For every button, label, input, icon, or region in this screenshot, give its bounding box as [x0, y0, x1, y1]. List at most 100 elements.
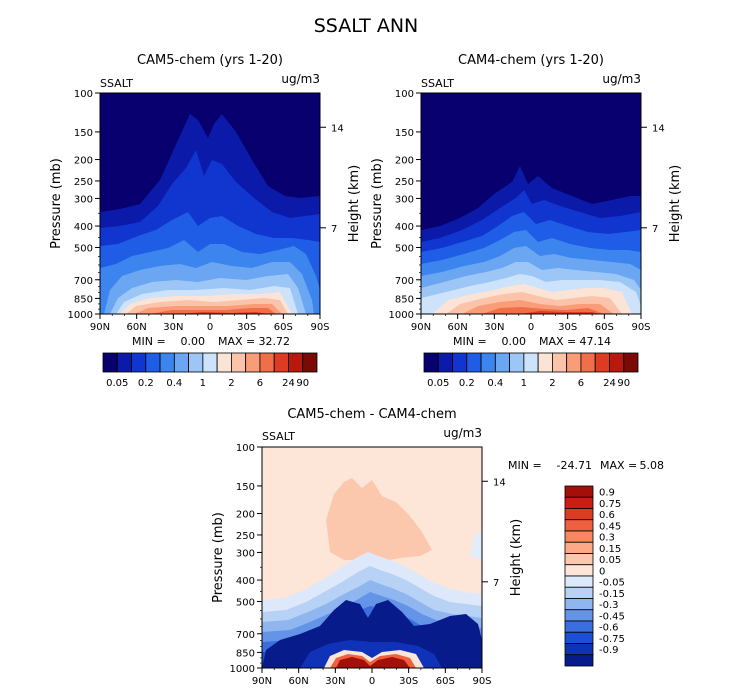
- colorbar-swatch: [216, 352, 232, 373]
- colorbar-label: 24: [282, 378, 295, 389]
- y-tick-label: 400: [395, 222, 414, 233]
- x-tick-label: 60S: [595, 322, 614, 333]
- colorbar-label: 90: [617, 378, 630, 389]
- y-tick-label: 400: [74, 222, 93, 233]
- colorbar-swatch: [609, 352, 625, 373]
- y-tick-label: 200: [395, 156, 414, 167]
- colorbar-swatch: [580, 352, 596, 373]
- variable-label: SSALT: [421, 77, 454, 90]
- colorbar-swatch: [623, 352, 639, 373]
- max-value: 5.08: [640, 459, 665, 472]
- y2-axis-title: Height (km): [509, 519, 524, 596]
- colorbar-swatch: [564, 654, 594, 667]
- variable-label: SSALT: [100, 77, 133, 90]
- y-tick-label: 150: [236, 482, 255, 493]
- colorbar-swatch: [564, 609, 594, 622]
- colorbar-label: 0.9: [599, 488, 615, 499]
- colorbar-label: 0.3: [599, 533, 615, 544]
- x-tick-label: 60S: [274, 322, 293, 333]
- colorbar-swatch: [564, 575, 594, 588]
- x-tick-label: 90S: [310, 322, 329, 333]
- y-tick-label: 250: [395, 177, 414, 188]
- panel-title: CAM5-chem (yrs 1-20): [137, 53, 283, 68]
- colorbar-swatch: [423, 352, 439, 373]
- x-tick-label: 60N: [127, 322, 147, 333]
- y-tick-label: 500: [395, 243, 414, 254]
- colorbar-label: 24: [603, 378, 616, 389]
- contour-field: [262, 447, 482, 668]
- min-value: 0.00: [181, 335, 206, 348]
- colorbar-swatch: [145, 352, 161, 373]
- y-axis-title: Pressure (mb): [49, 158, 64, 249]
- y2-tick-label: 14: [331, 123, 344, 134]
- colorbar-swatch: [564, 541, 594, 554]
- y-tick-label: 300: [74, 194, 93, 205]
- colorbar-swatch: [202, 352, 218, 373]
- colorbar-label: 0.05: [106, 378, 128, 389]
- y2-tick-label: 14: [493, 477, 506, 488]
- colorbar-swatch: [452, 352, 468, 373]
- x-tick-label: 90N: [411, 322, 431, 333]
- colorbar-label: -0.6: [599, 623, 619, 634]
- panel-cam5: CAM5-chem (yrs 1-20) SSALT ug/m3 MIN = 0…: [99, 53, 321, 348]
- x-tick-label: 0: [369, 676, 375, 687]
- colorbar-swatch: [302, 352, 318, 373]
- colorbar-label: 6: [257, 378, 263, 389]
- x-tick-label: 30N: [484, 322, 504, 333]
- colorbar-swatch: [230, 352, 247, 373]
- y-tick-label: 150: [395, 128, 414, 139]
- x-tick-label: 30N: [325, 676, 345, 687]
- y-tick-label: 1000: [68, 310, 93, 321]
- y-tick-label: 300: [236, 548, 255, 559]
- colorbar-swatch: [566, 352, 582, 373]
- min-label: MIN =: [508, 459, 542, 472]
- y-tick-label: 200: [74, 156, 93, 167]
- colorbar-swatch: [173, 352, 189, 373]
- y-tick-label: 250: [74, 177, 93, 188]
- y-tick-label: 500: [236, 597, 255, 608]
- x-tick-label: 90S: [472, 676, 491, 687]
- x-tick-label: 90N: [252, 676, 272, 687]
- colorbar-label: 0: [599, 566, 605, 577]
- colorbar-label: 0.2: [459, 378, 475, 389]
- colorbar-swatch: [537, 352, 553, 373]
- min-value: 0.00: [502, 335, 527, 348]
- x-tick-label: 30S: [399, 676, 418, 687]
- y-tick-label: 100: [74, 89, 93, 100]
- y-tick-label: 1000: [230, 664, 255, 675]
- y-tick-label: 1000: [389, 310, 414, 321]
- colorbar-swatch: [494, 352, 511, 373]
- y-tick-label: 850: [236, 648, 255, 659]
- colorbar-swatch: [564, 519, 594, 532]
- y-tick-label: 250: [236, 531, 255, 542]
- colorbar-label: -0.3: [599, 600, 619, 611]
- panel-title: CAM5-chem - CAM4-chem: [287, 407, 456, 422]
- colorbar-swatch: [564, 553, 594, 566]
- variable-label: SSALT: [262, 430, 295, 443]
- colorbar-label: 0.4: [487, 378, 503, 389]
- y2-axis-title: Height (km): [347, 165, 362, 242]
- min-label: MIN =: [132, 335, 166, 348]
- y-tick-label: 700: [236, 630, 255, 641]
- max-label: MAX =: [218, 335, 255, 348]
- y-tick-label: 700: [395, 276, 414, 287]
- colorbar-label: 2: [549, 378, 555, 389]
- min-value: -24.71: [557, 459, 592, 472]
- colorbar-label: 0.2: [138, 378, 154, 389]
- colorbar-swatch: [564, 620, 594, 633]
- y-tick-label: 150: [74, 128, 93, 139]
- colorbar-swatch: [564, 485, 594, 498]
- colorbar-swatch: [159, 352, 175, 373]
- colorbar-swatch: [523, 352, 539, 373]
- contour-field: [100, 93, 320, 314]
- y2-tick-label: 7: [493, 578, 499, 589]
- max-value: 32.72: [259, 335, 291, 348]
- max-label: MAX =: [600, 459, 637, 472]
- colorbar-label: 1: [521, 378, 527, 389]
- colorbar-label: 0.4: [166, 378, 182, 389]
- colorbar-swatch: [564, 598, 594, 611]
- y2-tick-label: 7: [331, 224, 337, 235]
- colorbar-label: -0.15: [599, 589, 625, 600]
- colorbar-swatch: [552, 352, 568, 373]
- y-tick-label: 700: [74, 276, 93, 287]
